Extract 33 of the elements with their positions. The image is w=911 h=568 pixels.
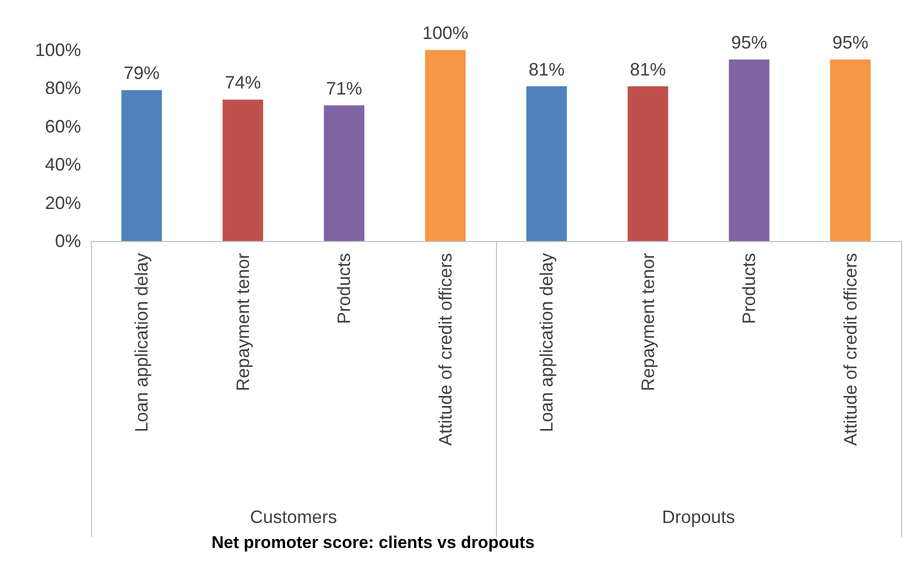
- text: Customers: [250, 507, 338, 527]
- bar: [526, 86, 567, 241]
- bar: [425, 50, 466, 241]
- bar: [628, 86, 668, 241]
- data-label: 81%: [630, 59, 666, 80]
- x-tick-label: Attitude of credit officers: [840, 253, 860, 446]
- bar: [728, 60, 770, 241]
- bar: [830, 60, 871, 241]
- data-label: 81%: [528, 59, 565, 80]
- y-tick-label: 60%: [44, 116, 81, 136]
- bar: [121, 90, 162, 241]
- y-tick-label: 100%: [34, 40, 81, 60]
- y-tick-label: 0%: [54, 231, 81, 251]
- data-label: 79%: [124, 63, 160, 84]
- y-tick-label: 40%: [44, 154, 81, 175]
- text: Net promoter score: clients vs dropouts: [211, 533, 535, 552]
- x-tick-label: Attitude of credit officers: [435, 253, 456, 446]
- data-label: 71%: [326, 78, 362, 98]
- x-tick-label: Products: [739, 253, 760, 324]
- x-tick-label: Repayment tenor: [638, 252, 658, 392]
- x-tick-label: Loan application delay: [132, 253, 152, 432]
- bar: [222, 100, 264, 241]
- x-tick-label: Repayment tenor: [232, 252, 253, 392]
- data-label: 95%: [731, 32, 768, 53]
- y-tick-label: 80%: [44, 78, 81, 98]
- data-label: 74%: [224, 72, 261, 93]
- y-tick-label: 20%: [44, 192, 81, 213]
- bar: [324, 105, 364, 241]
- x-tick-label: Loan application delay: [536, 253, 557, 432]
- data-label: 100%: [422, 23, 468, 43]
- data-label: 95%: [832, 32, 868, 53]
- x-tick-label: Products: [334, 253, 354, 324]
- text: Dropouts: [662, 507, 736, 527]
